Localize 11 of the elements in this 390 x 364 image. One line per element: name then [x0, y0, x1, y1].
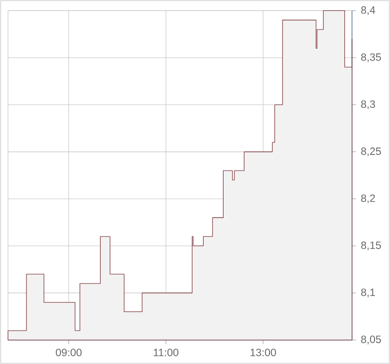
- y-tick-label: 8,05: [361, 336, 381, 344]
- x-tick-label: 13:00: [250, 348, 276, 356]
- x-tick-label: 11:00: [154, 348, 178, 356]
- y-tick-label: 8,15: [361, 242, 381, 250]
- y-tick-label: 8,2: [361, 194, 375, 204]
- y-tick-label: 8,35: [361, 53, 381, 62]
- x-tick-label: 09:00: [56, 348, 82, 356]
- y-tick-label: 8,25: [361, 147, 381, 156]
- y-tick-label: 8,4: [361, 6, 376, 16]
- y-tick-label: 8,3: [361, 100, 375, 110]
- y-tick-label: 8,1: [361, 288, 375, 298]
